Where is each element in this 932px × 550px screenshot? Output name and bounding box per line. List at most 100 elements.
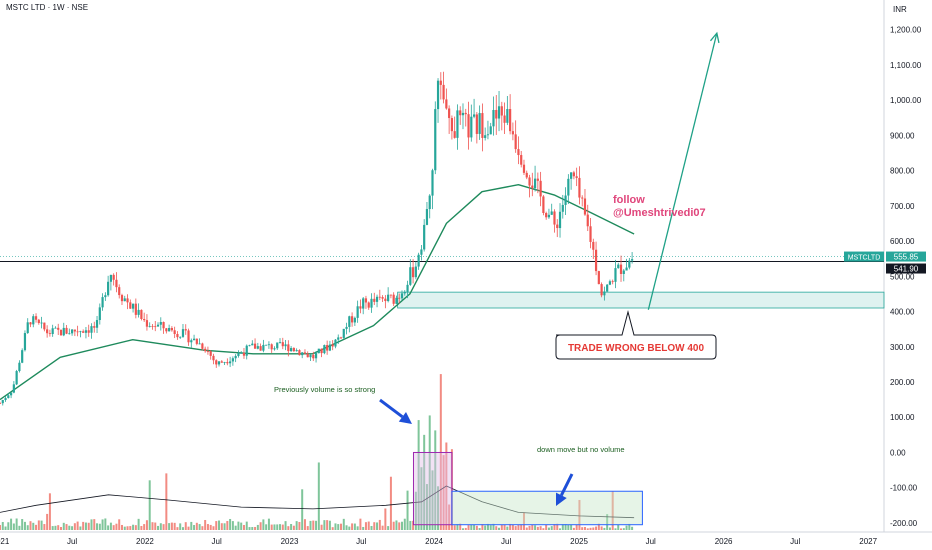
demand-zone xyxy=(397,291,885,309)
volume-bar xyxy=(10,518,13,530)
volume-bar xyxy=(59,526,62,530)
price-tick-label: 1,100.00 xyxy=(890,61,922,70)
volume-bar xyxy=(212,526,215,530)
time-tick-label: Jul xyxy=(790,537,800,546)
volume-bar xyxy=(522,512,525,530)
volume-bar xyxy=(534,525,537,530)
candle-body xyxy=(12,384,15,393)
candle-body xyxy=(123,298,126,302)
candle-body xyxy=(570,172,573,179)
volume-bar xyxy=(109,522,112,530)
volume-bar xyxy=(342,518,345,530)
time-tick-label: 2025 xyxy=(570,537,588,546)
candle-body xyxy=(373,298,376,302)
candle-body xyxy=(26,322,29,334)
projection-arrow xyxy=(647,31,720,310)
candle-body xyxy=(606,284,609,292)
volume-highlight-box xyxy=(451,490,643,526)
candle-body xyxy=(18,362,21,372)
volume-bar xyxy=(550,526,553,530)
candle-body xyxy=(270,344,273,350)
volume-bar xyxy=(467,525,470,530)
volume-bar xyxy=(611,491,614,530)
volume-bar xyxy=(453,525,456,530)
candle-body xyxy=(417,254,420,267)
candle-body xyxy=(223,362,226,363)
volume-bar xyxy=(617,524,620,530)
volume-bar xyxy=(614,528,617,530)
volume-bar xyxy=(575,524,578,530)
volume-bar xyxy=(123,526,126,530)
volume-bar xyxy=(129,526,132,530)
price-tick-label: -200.00 xyxy=(890,519,918,528)
candle-body xyxy=(533,178,537,189)
no-volume-text: down move but no volume xyxy=(537,445,625,454)
price-tick-label: 700.00 xyxy=(890,202,915,211)
candle-body xyxy=(367,302,370,308)
volume-bar xyxy=(256,524,259,530)
candle-body xyxy=(54,327,57,329)
volume-bar xyxy=(503,524,506,530)
candle-body xyxy=(583,198,587,215)
volume-bar xyxy=(162,524,165,530)
volume-bar xyxy=(46,513,49,530)
volume-bar xyxy=(287,526,290,530)
volume-bar xyxy=(370,526,373,530)
volume-bar xyxy=(134,525,137,530)
candle-body xyxy=(478,113,481,134)
candle-body xyxy=(37,319,40,323)
volume-bar xyxy=(362,526,365,530)
volume-bar xyxy=(23,521,26,530)
candle-body xyxy=(625,267,628,271)
volume-bar xyxy=(586,528,589,530)
volume-bar xyxy=(570,524,573,530)
candle-body xyxy=(48,333,52,335)
volume-bar xyxy=(425,484,428,530)
volume-bar xyxy=(542,528,545,530)
volume-bar xyxy=(151,522,154,530)
candle-body xyxy=(362,298,365,309)
candle-body xyxy=(331,344,334,347)
volume-bar xyxy=(195,522,198,530)
candle-body xyxy=(251,343,254,346)
volume-bar xyxy=(398,522,401,530)
candle-body xyxy=(278,342,282,343)
volume-bar xyxy=(245,521,248,530)
candle-body xyxy=(68,333,71,335)
volume-bar xyxy=(40,520,43,530)
volume-bar xyxy=(511,524,514,530)
candle-body xyxy=(453,131,456,138)
volume-bar xyxy=(51,526,54,530)
candle-body xyxy=(34,316,38,320)
candle-body xyxy=(450,118,454,132)
volume-bar xyxy=(492,523,495,530)
volume-bar xyxy=(567,524,570,530)
candle-body xyxy=(575,176,578,178)
volume-bar xyxy=(417,420,420,530)
candle-body xyxy=(531,185,534,189)
volume-bar xyxy=(495,526,498,530)
volume-bar xyxy=(317,462,320,530)
volume-bar xyxy=(539,526,542,530)
volume-bar xyxy=(553,523,556,530)
volume-bar xyxy=(337,524,340,530)
candle-body xyxy=(265,344,268,346)
candle-body xyxy=(547,214,551,218)
candle-body xyxy=(220,361,223,363)
candle-body xyxy=(356,306,359,318)
candle-body xyxy=(614,268,617,282)
volume-bar xyxy=(381,525,384,530)
volume-bar xyxy=(231,521,234,530)
candle-body xyxy=(431,170,434,196)
candle-body xyxy=(486,134,490,136)
candle-body xyxy=(206,351,210,352)
volume-bar xyxy=(290,524,293,530)
volume-bar xyxy=(71,526,74,530)
candle-body xyxy=(545,212,548,218)
candle-body xyxy=(143,319,146,321)
candle-body xyxy=(556,224,559,229)
time-tick-label: Jul xyxy=(67,537,77,546)
candle-body xyxy=(475,114,478,134)
volume-bar xyxy=(168,523,171,530)
